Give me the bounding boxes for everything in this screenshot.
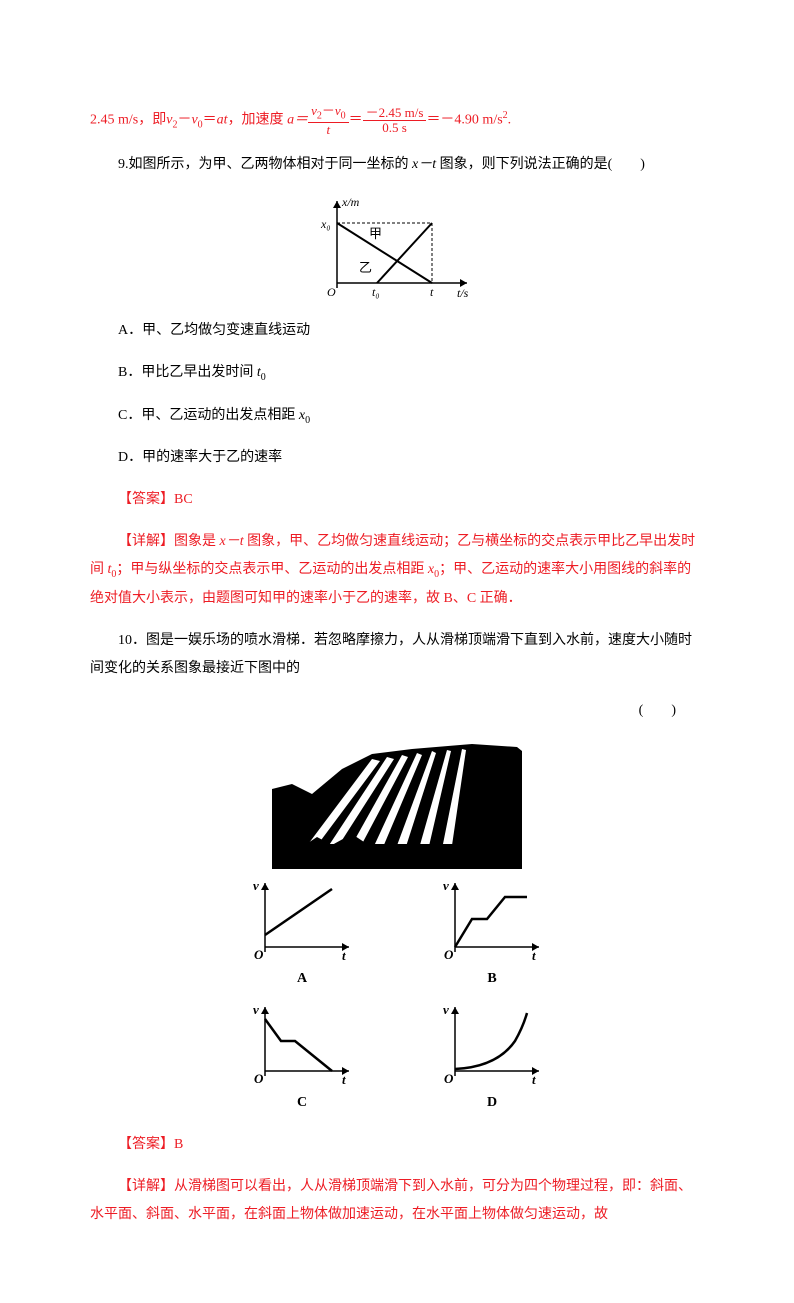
label-b: B <box>487 965 496 993</box>
svg-text:甲: 甲 <box>369 226 382 241</box>
svg-text:x₀: x₀ <box>320 217 331 231</box>
graph-b: v t O <box>437 877 547 962</box>
q10-graphs-row1: v t O A v t O B <box>90 877 704 993</box>
svg-text:O: O <box>254 947 264 962</box>
page-content: 2.45 m/s，即v2－v0＝at，加速度 a＝v2－v0t＝－2.45 m/… <box>0 0 794 1303</box>
graph-c: v t O <box>247 1001 357 1086</box>
svg-text:O: O <box>254 1071 264 1086</box>
q9-opt-d: D．甲的速率大于乙的速率 <box>90 444 704 472</box>
label-d: D <box>487 1089 497 1117</box>
q10-answer: 【答案】B <box>90 1131 704 1159</box>
svg-text:t: t <box>342 948 346 962</box>
svg-text:v: v <box>253 878 259 893</box>
graph-d: v t O <box>437 1001 547 1086</box>
svg-text:t: t <box>532 948 536 962</box>
q10-graphs-row2: v t O C v t O D <box>90 1001 704 1117</box>
q9-text: 9.如图所示，为甲、乙两物体相对于同一坐标的 x－t 图象，则下列说法正确的是(… <box>90 151 704 179</box>
svg-text:x/m: x/m <box>341 195 360 209</box>
q9-opt-b: B．甲比乙早出发时间 t0 <box>90 359 704 388</box>
svg-text:v: v <box>253 1002 259 1017</box>
q10-text: 10．图是一娱乐场的喷水滑梯．若忽略摩擦力，人从滑梯顶端滑下直到入水前，速度大小… <box>90 627 704 683</box>
fraction-1: v2－v0t <box>308 104 349 137</box>
label-a: A <box>297 965 307 993</box>
q10-explanation: 【详解】从滑梯图可以看出，人从滑梯顶端滑下到入水前，可分为四个物理过程，即：斜面… <box>90 1173 704 1229</box>
q9-graph: x/m t/s O x₀ t₀ t 甲 乙 <box>90 193 704 303</box>
q9-opt-a: A．甲、乙均做匀变速直线运动 <box>90 317 704 345</box>
svg-text:t: t <box>430 285 434 299</box>
label-c: C <box>297 1089 307 1117</box>
graph-a: v t O <box>247 877 357 962</box>
q10-photo <box>90 739 704 869</box>
fraction-2: －2.45 m/s0.5 s <box>363 106 427 136</box>
svg-text:O: O <box>444 1071 454 1086</box>
svg-text:O: O <box>444 947 454 962</box>
svg-text:t: t <box>342 1072 346 1086</box>
svg-text:v: v <box>443 878 449 893</box>
q9-explanation: 【详解】图象是 x－t 图象，甲、乙均做匀速直线运动；乙与横坐标的交点表示甲比乙… <box>90 528 704 613</box>
svg-text:t: t <box>532 1072 536 1086</box>
q9-answer: 【答案】BC <box>90 486 704 514</box>
svg-text:t₀: t₀ <box>372 285 380 299</box>
q10-paren: ( ) <box>90 697 704 725</box>
q9-opt-c: C．甲、乙运动的出发点相距 x0 <box>90 402 704 431</box>
solution-line-1: 2.45 m/s，即v2－v0＝at，加速度 a＝v2－v0t＝－2.45 m/… <box>90 104 704 137</box>
svg-text:v: v <box>443 1002 449 1017</box>
svg-text:O: O <box>327 285 336 299</box>
svg-text:t/s: t/s <box>457 286 469 300</box>
svg-text:乙: 乙 <box>359 260 372 275</box>
